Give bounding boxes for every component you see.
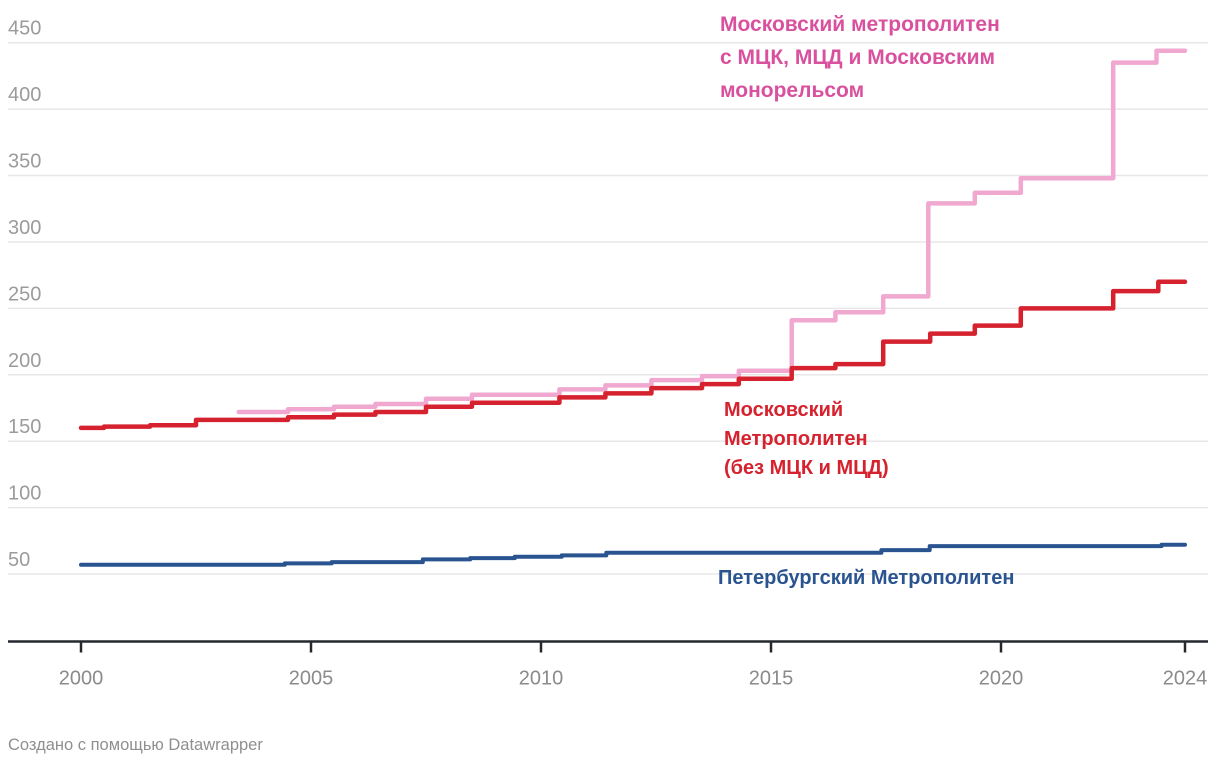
x-axis-label-2020: 2020: [979, 668, 1024, 690]
series-label-line: монорельсом: [720, 79, 865, 102]
x-axis-label-2015: 2015: [749, 668, 794, 690]
y-axis-label-350: 350: [8, 151, 41, 173]
y-axis-label-450: 450: [8, 18, 41, 40]
series-label-moscow-with-mcc: Московский метрополитен с МЦК, МЦД и Мос…: [720, 8, 1000, 107]
series-label-line: Московский метрополитен: [720, 13, 1000, 36]
moscow-metro-line: [78, 279, 1188, 431]
datawrapper-credit: Создано с помощью Datawrapper: [8, 736, 263, 754]
y-axis-label-200: 200: [8, 350, 41, 372]
y-axis-label-50: 50: [8, 549, 30, 571]
x-axis-label-2000: 2000: [59, 668, 104, 690]
series-label-line: с МЦК, МЦД и Московским: [720, 46, 996, 69]
series-label-line: Петербургский Метрополитен: [718, 567, 1015, 589]
series-label-line: Московский: [724, 399, 844, 421]
y-axis-label-300: 300: [8, 217, 41, 239]
y-axis-label-100: 100: [8, 483, 41, 505]
x-axis-label-2005: 2005: [289, 668, 334, 690]
series-label-line: (без МЦК и МЦД): [724, 457, 889, 479]
y-axis-label-150: 150: [8, 416, 41, 438]
series-label-line: Метрополитен: [724, 428, 868, 450]
y-axis-label-250: 250: [8, 283, 41, 305]
series-label-moscow-metro: Московский Метрополитен (без МЦК и МЦД): [724, 396, 889, 483]
petersburg-metro-line: [79, 542, 1187, 567]
x-axis-label-2010: 2010: [519, 668, 564, 690]
moscow-with-mcc-line: [236, 48, 1188, 415]
x-axis-label-2024: 2024: [1163, 668, 1208, 690]
series-label-petersburg-metro: Петербургский Метрополитен: [718, 565, 1014, 591]
y-axis-label-400: 400: [8, 84, 41, 106]
